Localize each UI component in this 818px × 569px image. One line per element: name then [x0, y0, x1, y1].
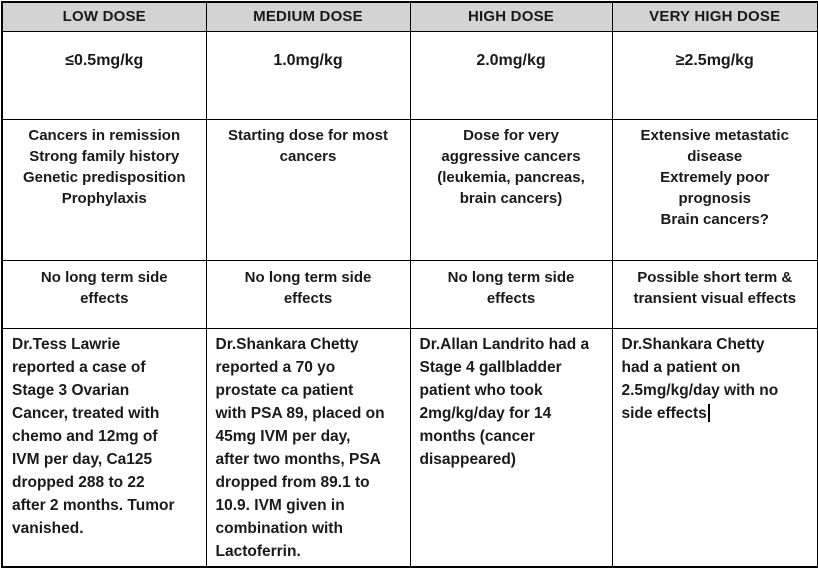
- dose-amount-low[interactable]: ≤0.5mg/kg: [1, 30, 207, 120]
- dose-amount-high[interactable]: 2.0mg/kg: [409, 30, 613, 120]
- indications-medium[interactable]: Starting dose for most cancers: [205, 118, 411, 261]
- header-cell-low-dose[interactable]: LOW DOSE: [1, 1, 207, 32]
- header-cell-high-dose[interactable]: HIGH DOSE: [409, 1, 613, 32]
- side-effects-row: No long term side effects No long term s…: [1, 259, 818, 329]
- side-effects-very-high[interactable]: Possible short term & transient visual e…: [611, 259, 818, 329]
- case-report-high[interactable]: Dr.Allan Landrito had a Stage 4 gallblad…: [409, 327, 613, 568]
- side-effects-high[interactable]: No long term side effects: [409, 259, 613, 329]
- indications-row: Cancers in remission Strong family histo…: [1, 118, 818, 261]
- side-effects-low[interactable]: No long term side effects: [1, 259, 207, 329]
- case-report-row: Dr.Tess Lawrie reported a case of Stage …: [1, 327, 818, 568]
- dose-amount-medium[interactable]: 1.0mg/kg: [205, 30, 411, 120]
- side-effects-medium[interactable]: No long term side effects: [205, 259, 411, 329]
- header-cell-medium-dose[interactable]: MEDIUM DOSE: [205, 1, 411, 32]
- case-report-medium[interactable]: Dr.Shankara Chetty reported a 70 yo pros…: [205, 327, 411, 568]
- header-cell-very-high-dose[interactable]: VERY HIGH DOSE: [611, 1, 818, 32]
- header-row: LOW DOSE MEDIUM DOSE HIGH DOSE VERY HIGH…: [1, 1, 818, 32]
- case-report-very-high[interactable]: Dr.Shankara Chetty had a patient on 2.5m…: [611, 327, 818, 568]
- indications-low[interactable]: Cancers in remission Strong family histo…: [1, 118, 207, 261]
- case-report-very-high-text: Dr.Shankara Chetty had a patient on 2.5m…: [621, 335, 779, 422]
- dose-amount-row: ≤0.5mg/kg 1.0mg/kg 2.0mg/kg ≥2.5mg/kg: [1, 30, 818, 120]
- text-cursor-caret: [707, 403, 710, 422]
- indications-very-high[interactable]: Extensive metastatic disease Extremely p…: [611, 118, 818, 261]
- case-report-low[interactable]: Dr.Tess Lawrie reported a case of Stage …: [1, 327, 207, 568]
- indications-high[interactable]: Dose for very aggressive cancers (leukem…: [409, 118, 613, 261]
- dose-amount-very-high[interactable]: ≥2.5mg/kg: [611, 30, 818, 120]
